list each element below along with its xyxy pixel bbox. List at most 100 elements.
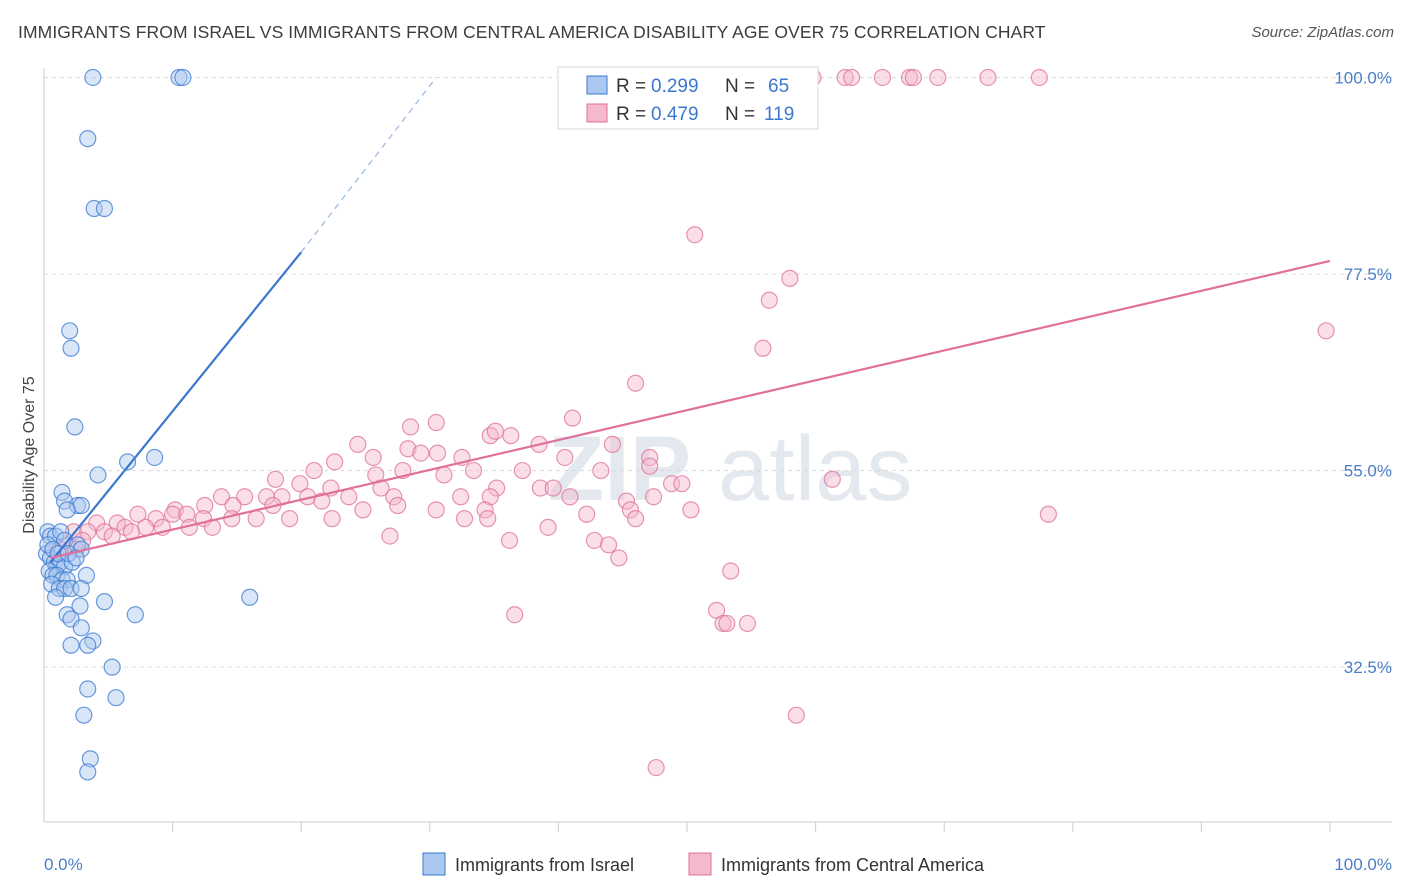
point-central-america <box>647 758 665 777</box>
point-central-america <box>556 448 574 467</box>
point-central-america <box>488 479 506 497</box>
point-central-america <box>843 68 861 87</box>
point-central-america <box>617 492 636 510</box>
point-israel <box>107 689 125 707</box>
point-israel <box>81 750 99 768</box>
point-israel <box>72 619 90 637</box>
point-israel <box>52 523 70 541</box>
y-axis-label: Disability Age Over 75 <box>21 376 38 534</box>
point-central-america <box>481 488 499 506</box>
point-israel <box>58 501 76 519</box>
point-israel <box>71 597 89 615</box>
point-central-america <box>626 374 645 392</box>
point-central-america <box>464 461 483 480</box>
point-central-america <box>599 536 618 554</box>
point-central-america <box>196 496 214 515</box>
point-central-america <box>323 510 341 528</box>
point-israel <box>241 588 259 606</box>
point-central-america <box>718 614 736 633</box>
point-central-america <box>626 510 645 528</box>
point-central-america <box>452 488 470 506</box>
point-israel <box>170 68 188 87</box>
legend-n-label-2: N = <box>725 104 755 125</box>
point-israel <box>84 68 102 87</box>
trend-line-israel <box>49 251 303 563</box>
point-central-america <box>513 461 531 480</box>
point-central-america <box>823 470 841 488</box>
legend-n-value-2: 119 <box>764 104 794 125</box>
point-central-america <box>223 510 241 528</box>
point-israel <box>174 68 192 87</box>
bottom-legend-swatch-israel <box>422 852 446 876</box>
point-central-america <box>435 466 453 484</box>
y-tick-label: 32.5% <box>1344 658 1392 677</box>
legend-r-label-2: R = <box>616 104 646 125</box>
axes <box>43 68 1392 832</box>
point-central-america <box>79 523 97 541</box>
x-tick-label: 0.0% <box>44 855 83 874</box>
point-central-america <box>486 422 504 440</box>
point-israel <box>103 658 121 676</box>
point-central-america <box>455 510 474 528</box>
point-central-america <box>592 461 610 480</box>
point-central-america <box>506 606 524 624</box>
y-tick-label: 100.0% <box>1334 68 1392 87</box>
point-central-america <box>136 518 155 536</box>
point-central-america <box>326 453 344 471</box>
point-central-america <box>224 496 242 515</box>
point-central-america <box>236 488 254 506</box>
point-israel <box>55 579 74 598</box>
point-central-america <box>1317 322 1335 340</box>
point-israel <box>72 496 90 515</box>
bottom-legend-swatch-central-america <box>688 852 712 876</box>
point-israel <box>61 322 79 340</box>
point-central-america <box>641 448 659 467</box>
point-central-america <box>389 496 407 515</box>
point-israel <box>72 579 90 598</box>
grid-lines <box>44 76 1392 668</box>
trend-line-israel-extension <box>300 77 437 253</box>
point-central-america <box>212 488 231 506</box>
point-central-america <box>781 269 799 287</box>
legend-swatch-israel <box>586 75 608 95</box>
point-israel <box>68 496 87 515</box>
point-israel <box>95 199 114 218</box>
point-central-america <box>904 68 922 87</box>
y-tick-label: 55.0% <box>1344 462 1392 481</box>
point-central-america <box>682 501 700 519</box>
point-central-america <box>281 510 299 528</box>
legend-n-label-1: N = <box>725 76 755 97</box>
point-central-america <box>539 518 557 536</box>
trend-lines <box>49 77 1331 563</box>
point-central-america <box>644 488 663 506</box>
point-israel <box>62 339 80 357</box>
point-central-america <box>428 444 447 462</box>
y-tick-labels: 100.0% 77.5% 55.0% 32.5% <box>1334 68 1392 677</box>
point-israel <box>62 636 80 654</box>
point-central-america <box>621 501 640 519</box>
point-central-america <box>364 448 382 467</box>
point-central-america <box>500 531 519 550</box>
watermark-zip: ZIP <box>548 418 691 520</box>
point-central-america <box>531 479 549 497</box>
point-israel <box>77 566 96 585</box>
point-central-america <box>164 505 182 523</box>
point-central-america <box>754 339 772 357</box>
point-central-america <box>873 68 892 87</box>
point-central-america <box>578 505 596 523</box>
point-central-america <box>738 614 757 633</box>
point-israel <box>75 706 93 724</box>
point-central-america <box>381 527 399 545</box>
point-israel <box>79 680 97 698</box>
point-central-america <box>563 409 582 427</box>
point-central-america <box>401 418 420 436</box>
point-central-america <box>502 427 520 445</box>
point-central-america <box>929 68 947 87</box>
point-central-america <box>266 470 285 488</box>
point-israel <box>46 588 65 606</box>
point-central-america <box>1039 505 1057 523</box>
point-central-america <box>979 68 997 87</box>
series-legend: Immigrants from Israel Immigrants from C… <box>422 852 985 876</box>
bottom-legend-label-israel: Immigrants from Israel <box>455 855 634 875</box>
